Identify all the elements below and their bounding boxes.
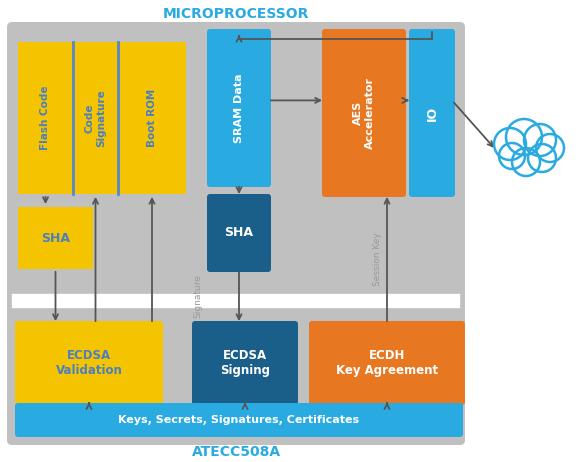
FancyBboxPatch shape xyxy=(15,321,163,405)
Text: MICROPROCESSOR: MICROPROCESSOR xyxy=(163,7,309,21)
Text: Session Key: Session Key xyxy=(372,232,382,286)
Text: Signature: Signature xyxy=(194,274,202,318)
Text: Boot ROM: Boot ROM xyxy=(147,89,157,147)
Text: SHA: SHA xyxy=(41,231,70,244)
Text: ECDSA
Signing: ECDSA Signing xyxy=(220,349,270,377)
Text: Keys, Secrets, Signatures, Certificates: Keys, Secrets, Signatures, Certificates xyxy=(118,415,360,425)
Text: IO: IO xyxy=(426,105,438,121)
Bar xyxy=(18,42,186,194)
FancyBboxPatch shape xyxy=(15,403,463,437)
Circle shape xyxy=(506,119,542,155)
Text: ECDSA
Validation: ECDSA Validation xyxy=(56,349,122,377)
Circle shape xyxy=(508,128,552,172)
Circle shape xyxy=(536,134,564,162)
FancyBboxPatch shape xyxy=(192,321,298,405)
FancyBboxPatch shape xyxy=(207,194,271,272)
FancyBboxPatch shape xyxy=(409,29,455,197)
FancyBboxPatch shape xyxy=(207,29,271,187)
Text: Code
Signature: Code Signature xyxy=(85,89,106,147)
FancyBboxPatch shape xyxy=(7,22,465,312)
Text: Flash Code: Flash Code xyxy=(41,86,50,150)
Circle shape xyxy=(494,128,526,160)
FancyBboxPatch shape xyxy=(322,29,406,197)
Bar xyxy=(18,207,93,269)
Text: ECDH
Key Agreement: ECDH Key Agreement xyxy=(336,349,438,377)
Circle shape xyxy=(512,148,540,176)
Text: SHA: SHA xyxy=(224,226,253,239)
Text: AES
Accelerator: AES Accelerator xyxy=(353,77,375,149)
FancyBboxPatch shape xyxy=(309,321,465,405)
FancyBboxPatch shape xyxy=(7,290,465,445)
Circle shape xyxy=(499,143,525,169)
Circle shape xyxy=(524,124,556,156)
Text: SRAM Data: SRAM Data xyxy=(234,73,244,143)
Circle shape xyxy=(528,144,556,172)
Text: ATECC508A: ATECC508A xyxy=(191,445,281,459)
